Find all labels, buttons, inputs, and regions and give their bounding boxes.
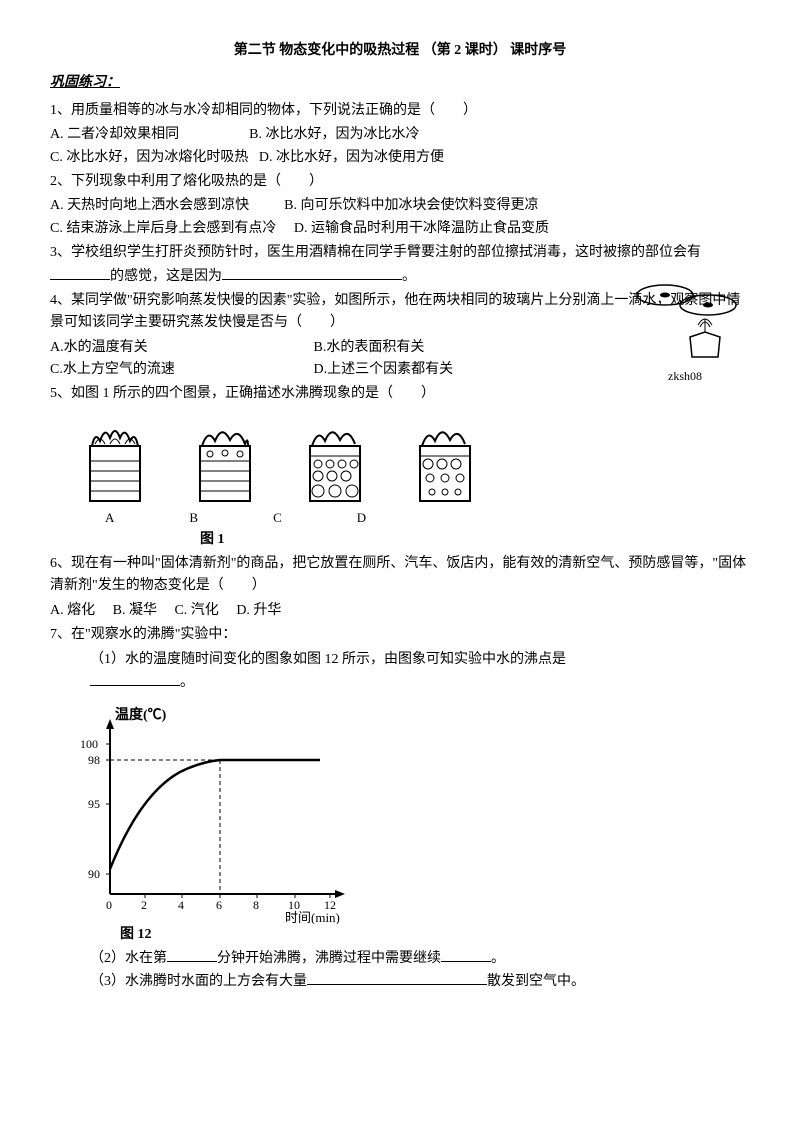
q7-caption: 图 12 [120,924,750,946]
q6-b: B. 凝华 [113,603,157,618]
q4-a: A.水的温度有关 [50,337,310,359]
q2-stem: 2、下列现象中利用了熔化吸热的是（ ） [50,171,750,193]
q1-b: B. 冰比水好，因为冰比水冷 [249,127,419,142]
q3-p2: 的感觉，这是因为 [110,269,222,284]
q7-s1: （1）水的温度随时间变化的图象如图 12 所示，由图象可知实验中水的沸点是 。 [90,649,750,695]
svg-text:98: 98 [88,753,100,767]
q7-s1b: 。 [180,675,194,690]
q6-a: A. 熔化 [50,603,95,618]
q3-p1: 3、学校组织学生打肝炎预防针时，医生用酒精棉在同学手臂要注射的部位擦拭消毒，这时… [50,245,701,260]
section-subtitle: 巩固练习： [50,72,750,94]
q7-stem: 7、在"观察水的沸腾"实验中： [50,624,750,646]
svg-text:90: 90 [88,867,100,881]
svg-text:6: 6 [216,898,222,912]
q4-figure: zksh08 [630,277,740,386]
svg-text:温度(℃): 温度(℃) [115,706,167,723]
svg-text:95: 95 [88,797,100,811]
q1-opts: A. 二者冷却效果相同 B. 冰比水好，因为冰比水冷 C. 冰比水好，因为冰熔化… [50,124,750,169]
svg-text:100: 100 [80,737,98,751]
q7-chart: 温度(℃) 100 98 95 90 0 2 4 6 8 10 12 时间(mi… [70,704,750,924]
q5-stem: 5、如图 1 所示的四个图景，正确描述水沸腾现象的是（ ） [50,383,750,405]
q5-figure [80,416,750,506]
label-d: D [357,508,366,529]
q4-block: A.水的温度有关 B.水的表面积有关 C.水上方空气的流速 D.上述三个因素都有… [50,337,750,382]
q3-p3: 。 [402,269,416,284]
q2-b: B. 向可乐饮料中加冰块会使饮料变得更凉 [284,198,538,213]
svg-text:4: 4 [178,898,184,912]
q6-opts: A. 熔化 B. 凝华 C. 汽化 D. 升华 [50,600,750,622]
q7-s2: （2）水在第 分钟开始沸腾，沸腾过程中需要继续 。 [90,947,750,970]
q5-labels: A B C D [105,508,750,529]
q6-d: D. 升华 [236,603,281,618]
q1-stem: 1、用质量相等的冰与水冷却相同的物体，下列说法正确的是（ ） [50,100,750,122]
q2-d: D. 运输食品时利用干冰降温防止食品变质 [294,221,549,236]
q1-d: D. 冰比水好，因为冰使用方便 [259,150,444,165]
q2-opts: A. 天热时向地上洒水会感到凉快 B. 向可乐饮料中加冰块会使饮料变得更凉 C.… [50,195,750,240]
q4-b: B.水的表面积有关 [314,340,425,355]
q7-s2a: （2）水在第 [90,951,167,966]
q3-blank1 [50,265,110,280]
label-a: A [105,508,114,529]
q6-stem: 6、现在有一种叫"固体清新剂"的商品，把它放置在厕所、汽车、饭店内，能有效的清新… [50,553,750,598]
q2-c: C. 结束游泳上岸后身上会感到有点冷 [50,221,276,236]
q7-blank3 [441,947,491,962]
q1-c: C. 冰比水好，因为冰熔化时吸热 [50,150,248,165]
beaker-a [80,416,150,506]
q4-fig-label: zksh08 [630,367,740,386]
label-b: B [189,508,198,529]
q5-caption: 图 1 [200,529,750,551]
q7-blank4 [307,970,487,985]
q7-s3: （3）水沸腾时水面的上方会有大量 散发到空气中。 [90,970,750,993]
beaker-b [190,416,260,506]
label-c: C [273,508,282,529]
q2-a: A. 天热时向地上洒水会感到凉快 [50,198,249,213]
svg-text:0: 0 [106,898,112,912]
q7-s2c: 。 [491,951,505,966]
beaker-c [300,416,370,506]
svg-text:2: 2 [141,898,147,912]
q7-blank2 [167,947,217,962]
q7-s2b: 分钟开始沸腾，沸腾过程中需要继续 [217,951,441,966]
svg-text:时间(min): 时间(min) [285,910,340,924]
page-title: 第二节 物态变化中的吸热过程 （第 2 课时） 课时序号 [50,40,750,62]
beaker-d [410,416,480,506]
q7-blank1 [90,671,180,686]
q4-d: D.上述三个因素都有关 [314,362,454,377]
q1-a: A. 二者冷却效果相同 [50,127,179,142]
svg-text:8: 8 [253,898,259,912]
q7-s3b: 散发到空气中。 [487,974,585,989]
q3-blank2 [222,265,402,280]
q4-c: C.水上方空气的流速 [50,359,310,381]
q7-s1a: （1）水的温度随时间变化的图象如图 12 所示，由图象可知实验中水的沸点是 [90,652,566,667]
q6-c: C. 汽化 [174,603,218,618]
q7-s3a: （3）水沸腾时水面的上方会有大量 [90,974,307,989]
